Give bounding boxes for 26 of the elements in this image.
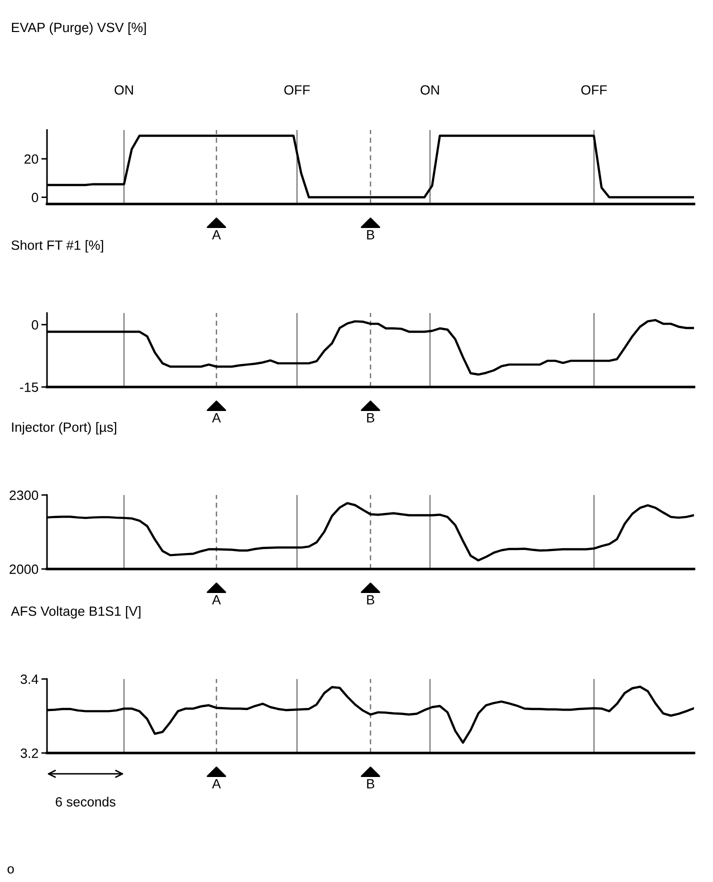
y-tick-label: 2000: [10, 564, 38, 574]
text: OFF: [284, 85, 310, 95]
chart-title: Short FT #1 [%]: [11, 240, 104, 253]
text: o: [8, 866, 14, 874]
text: ON: [114, 85, 133, 95]
y-tick-label: 0: [32, 192, 38, 202]
chart-title: AFS Voltage B1S1 [V]: [10, 606, 140, 619]
x-tick-label: A: [212, 230, 221, 240]
x-tick-label: B: [367, 595, 374, 604]
x-tick-label: A: [212, 595, 221, 604]
x-tick-label: A: [212, 779, 221, 788]
x-tick-label: B: [367, 230, 374, 240]
text: OFF: [581, 85, 607, 95]
y-tick-label: 2300: [10, 490, 38, 500]
chart-title: EVAP (Purge) VSV [%]: [12, 22, 146, 35]
text: ON: [420, 85, 439, 95]
y-tick-label: 20: [24, 154, 38, 164]
y-tick-label: 3.2: [20, 748, 38, 758]
y-tick-label: -15: [20, 382, 38, 392]
x-tick-label: A: [212, 413, 221, 422]
y-tick-label: 3.4: [20, 674, 38, 684]
x-tick-label: B: [367, 413, 374, 422]
text: 6 seconds: [56, 796, 116, 807]
chart-title: Injector (Port) [µs]: [12, 422, 116, 435]
y-tick-label: 0: [32, 320, 38, 330]
x-tick-label: B: [367, 779, 374, 788]
